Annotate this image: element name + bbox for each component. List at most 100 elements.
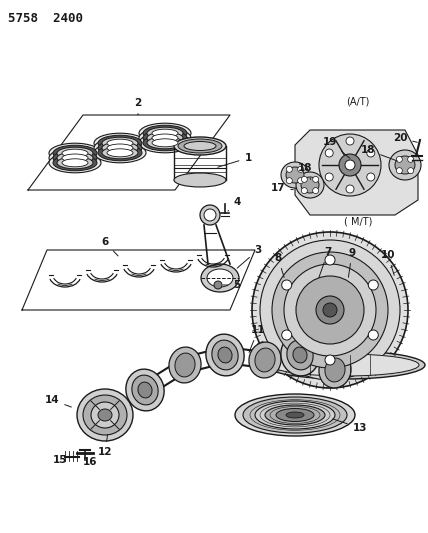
Text: 17: 17	[270, 183, 293, 193]
Text: 18: 18	[361, 145, 398, 161]
Ellipse shape	[255, 401, 335, 429]
Circle shape	[297, 166, 303, 172]
Ellipse shape	[98, 140, 142, 156]
Ellipse shape	[53, 145, 97, 161]
Circle shape	[313, 188, 319, 193]
Circle shape	[369, 330, 378, 340]
Ellipse shape	[339, 154, 361, 176]
Text: 10: 10	[381, 250, 395, 276]
Ellipse shape	[243, 397, 347, 433]
Text: 3: 3	[237, 245, 262, 268]
Ellipse shape	[265, 351, 425, 379]
Ellipse shape	[94, 138, 146, 158]
Ellipse shape	[57, 147, 93, 159]
Ellipse shape	[316, 296, 344, 324]
Circle shape	[325, 149, 333, 157]
Ellipse shape	[184, 141, 216, 150]
Ellipse shape	[139, 133, 191, 153]
Ellipse shape	[296, 276, 364, 344]
Ellipse shape	[323, 303, 337, 317]
Ellipse shape	[286, 412, 304, 418]
Circle shape	[325, 173, 333, 181]
Ellipse shape	[126, 369, 164, 411]
Ellipse shape	[152, 134, 178, 142]
Ellipse shape	[152, 139, 178, 147]
Circle shape	[286, 177, 292, 184]
Ellipse shape	[107, 139, 133, 147]
Ellipse shape	[57, 157, 93, 169]
Circle shape	[369, 280, 378, 290]
Circle shape	[325, 255, 335, 265]
Circle shape	[396, 156, 402, 163]
Ellipse shape	[53, 150, 97, 166]
Circle shape	[297, 177, 303, 184]
Ellipse shape	[174, 137, 226, 155]
Circle shape	[301, 176, 307, 182]
Ellipse shape	[77, 389, 133, 441]
Ellipse shape	[49, 143, 101, 163]
Ellipse shape	[94, 133, 146, 153]
Ellipse shape	[325, 358, 345, 382]
Text: 14: 14	[45, 395, 71, 407]
Text: 16: 16	[83, 457, 97, 467]
Ellipse shape	[102, 147, 138, 159]
Circle shape	[200, 205, 220, 225]
Ellipse shape	[395, 156, 415, 174]
Ellipse shape	[287, 340, 313, 370]
Circle shape	[407, 168, 413, 174]
Ellipse shape	[175, 353, 195, 377]
Text: 5758  2400: 5758 2400	[8, 12, 83, 25]
Circle shape	[346, 137, 354, 145]
Ellipse shape	[62, 159, 88, 167]
Circle shape	[286, 166, 292, 172]
Text: 20: 20	[393, 133, 417, 143]
Ellipse shape	[147, 132, 183, 144]
Ellipse shape	[235, 394, 355, 436]
Circle shape	[204, 209, 216, 221]
Text: 6: 6	[101, 237, 118, 256]
Ellipse shape	[293, 347, 307, 363]
Ellipse shape	[147, 137, 183, 149]
Ellipse shape	[98, 409, 112, 421]
Ellipse shape	[83, 395, 127, 435]
Ellipse shape	[201, 264, 239, 292]
Ellipse shape	[212, 340, 238, 370]
Text: 2: 2	[134, 98, 142, 115]
Ellipse shape	[53, 155, 97, 171]
Ellipse shape	[102, 137, 138, 149]
Ellipse shape	[152, 129, 178, 137]
Text: 13: 13	[333, 419, 367, 433]
Circle shape	[282, 280, 292, 290]
Ellipse shape	[139, 128, 191, 148]
Text: 4: 4	[228, 197, 241, 211]
Ellipse shape	[91, 402, 119, 428]
Ellipse shape	[276, 408, 314, 422]
Ellipse shape	[252, 232, 408, 388]
Circle shape	[214, 281, 222, 289]
Text: 19: 19	[323, 137, 350, 158]
Ellipse shape	[62, 154, 88, 162]
Ellipse shape	[272, 252, 388, 368]
Text: 12: 12	[98, 435, 112, 457]
Ellipse shape	[319, 352, 351, 388]
Circle shape	[325, 355, 335, 365]
Polygon shape	[295, 130, 418, 215]
Ellipse shape	[281, 334, 319, 376]
Ellipse shape	[139, 123, 191, 143]
Ellipse shape	[49, 153, 101, 173]
Circle shape	[313, 176, 319, 182]
Ellipse shape	[249, 342, 281, 378]
Ellipse shape	[98, 135, 142, 151]
Ellipse shape	[301, 177, 319, 193]
Ellipse shape	[132, 375, 158, 405]
Text: (A∕T): (A∕T)	[346, 97, 370, 107]
Text: 9: 9	[348, 248, 356, 277]
Ellipse shape	[138, 382, 152, 398]
Ellipse shape	[265, 405, 325, 425]
Circle shape	[396, 168, 402, 174]
Circle shape	[301, 188, 307, 193]
Ellipse shape	[345, 160, 355, 170]
Ellipse shape	[143, 135, 187, 151]
Ellipse shape	[94, 143, 146, 163]
Ellipse shape	[62, 149, 88, 157]
